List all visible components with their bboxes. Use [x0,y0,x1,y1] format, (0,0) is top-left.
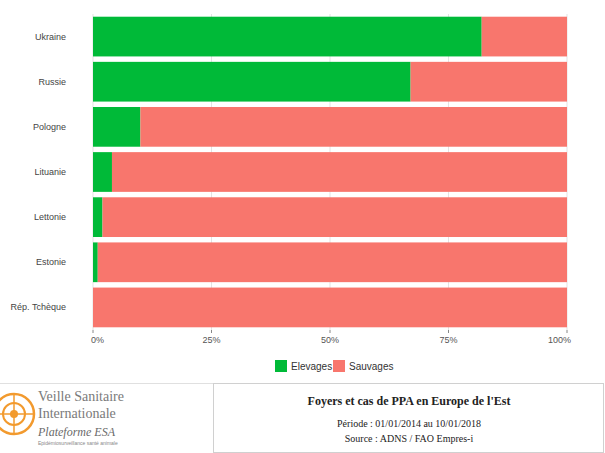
bars [93,17,567,328]
bar [112,152,567,192]
logo-line [0,413,34,415]
category-label: Ukraine [35,32,66,42]
bar [93,197,102,237]
tick-label: 0% [91,335,104,345]
title: Foyers et cas de PPA en Europe de l'Est [308,394,511,408]
logo-line [13,394,15,434]
bar [93,152,112,192]
logo-text: Veille Sanitaire [38,389,124,404]
legend-swatch [275,360,287,372]
legend-label: Elevages [291,361,332,372]
category-label: Estonie [36,257,66,267]
category-label: Rép. Tchèque [11,302,66,312]
legend-swatch [333,360,345,372]
category-label: Lettonie [34,212,66,222]
bar [93,62,411,102]
bar [93,107,140,147]
bar [98,242,567,282]
bar [93,242,98,282]
category-label: Pologne [33,122,66,132]
bar [93,288,567,328]
logo-text: Internationale [38,406,116,421]
logo-ring [0,394,34,434]
chart: 0% 25% 50% 75% 100% Ukraine Russie Pologne Litua… [0,0,605,453]
tick-label: 100% [548,335,571,345]
category-label: Russie [38,77,66,87]
tick [211,330,212,333]
bar [482,17,567,57]
logo [0,394,34,434]
bar [411,62,567,102]
tick [567,330,568,333]
tick-label: 25% [202,335,220,345]
tick-label: 50% [321,335,339,345]
logo-text: Plateforme ESA [37,425,116,439]
bar [93,17,482,57]
tick [330,330,331,333]
source: Source : ADNS / FAO Empres-i [345,433,474,444]
legend-label: Sauvages [349,361,393,372]
logo-tagline: Epidémiosurveillance santé animale [38,440,118,446]
tick [448,330,449,333]
category-label: Lituanie [34,167,66,177]
bar [140,107,567,147]
footer-frame [214,384,604,453]
tick [93,330,94,333]
subtitle: Période : 01/01/2014 au 10/01/2018 [337,418,481,429]
bar [102,197,567,237]
background [0,0,605,453]
tick-label: 75% [439,335,457,345]
footer-line [0,383,213,384]
